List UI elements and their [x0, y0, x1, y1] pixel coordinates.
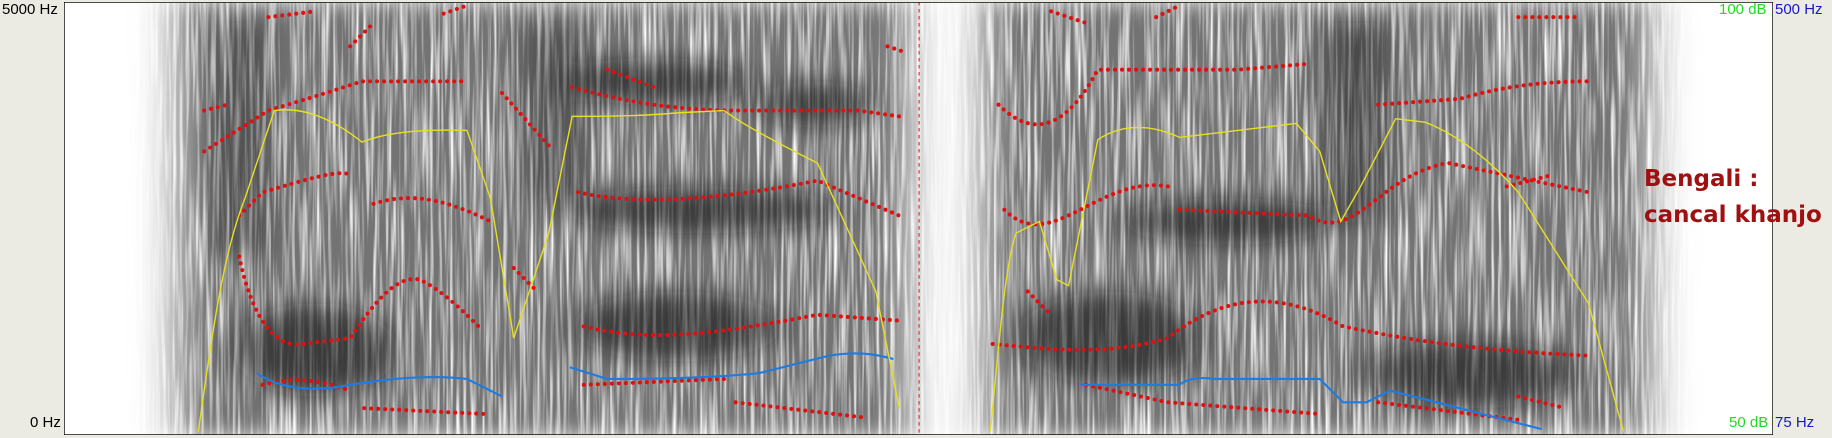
annotation-line: cancal khanjo	[1644, 202, 1822, 228]
spectrogram-panel	[64, 2, 1773, 435]
intensity-curve	[197, 109, 1625, 432]
intensity-top-label: 100 dB	[1719, 1, 1767, 18]
annotation-line: Bengali :	[1644, 166, 1759, 192]
pitch-bottom-label: 75 Hz	[1775, 414, 1815, 431]
formant-tracks	[202, 3, 1591, 422]
intensity-bottom-label: 50 dB	[1729, 414, 1769, 431]
freq-top-label: 5000 Hz	[2, 1, 58, 18]
pitch-track	[256, 352, 1542, 431]
pitch-top-label: 500 Hz	[1775, 1, 1823, 18]
freq-bottom-label: 0 Hz	[30, 414, 61, 431]
